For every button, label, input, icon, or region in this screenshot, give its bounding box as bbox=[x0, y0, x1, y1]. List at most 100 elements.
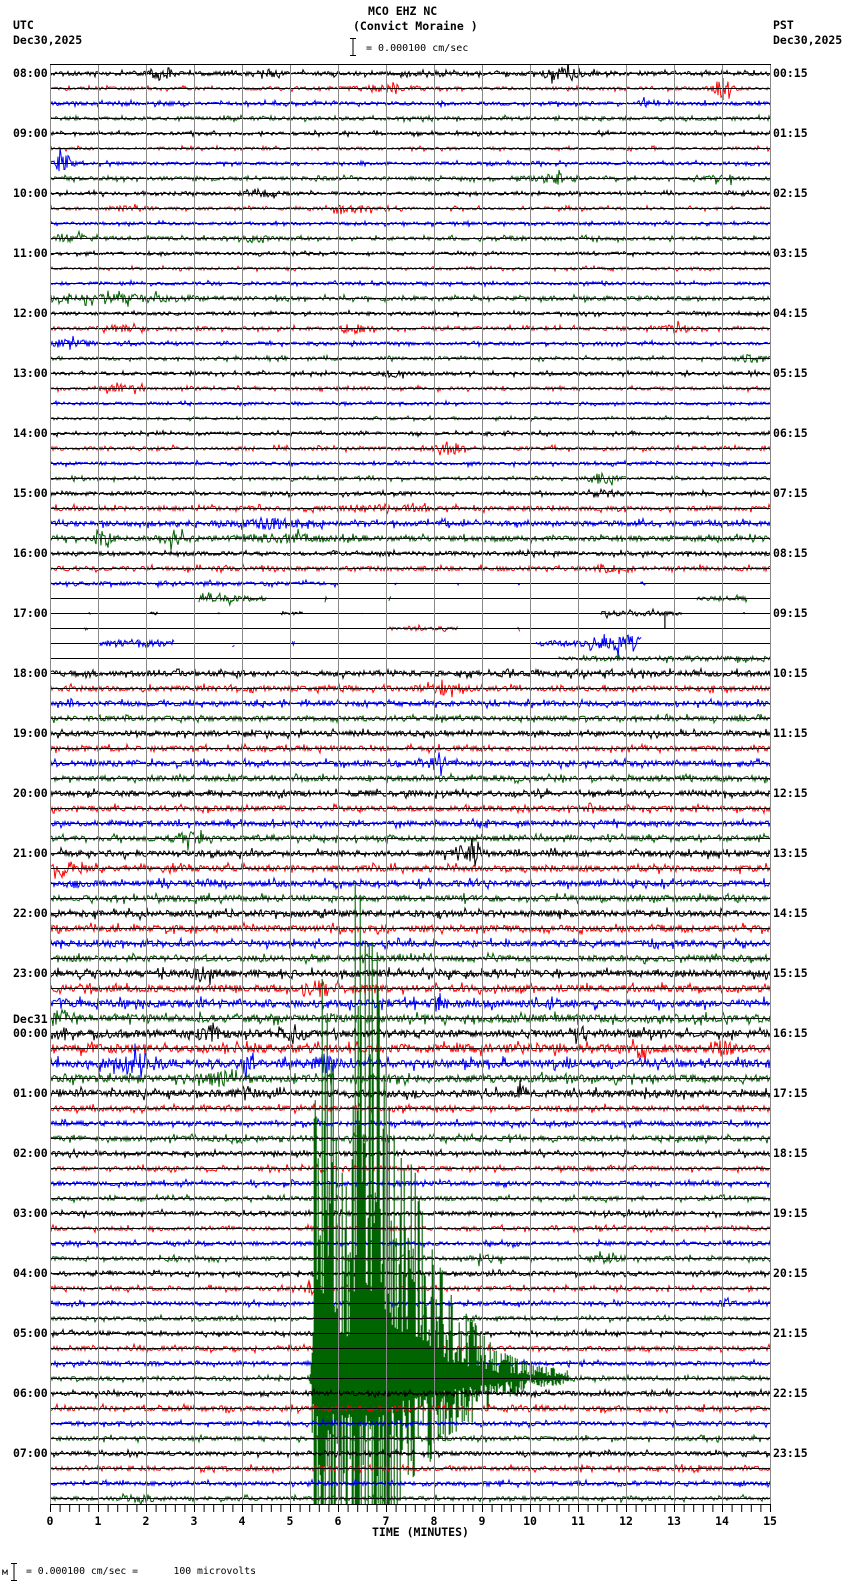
trace-row bbox=[50, 113, 770, 124]
trace-row bbox=[50, 169, 770, 186]
trace-row bbox=[50, 787, 770, 800]
hour-label-left: 13:00 bbox=[13, 366, 48, 380]
x-tick-label: 12 bbox=[619, 1514, 633, 1528]
hour-label-right: 15:15 bbox=[773, 966, 808, 980]
trace-row bbox=[50, 802, 770, 816]
hour-label-right: 14:15 bbox=[773, 906, 808, 920]
trace-row bbox=[50, 817, 770, 831]
x-tick-label: 5 bbox=[286, 1514, 294, 1528]
trace-row bbox=[50, 471, 770, 486]
x-tick-label: 13 bbox=[667, 1514, 681, 1528]
scale-bar-icon bbox=[350, 38, 356, 56]
hour-label-left: 10:00 bbox=[13, 186, 48, 200]
hour-label-right: 08:15 bbox=[773, 546, 808, 560]
hour-label-left: 03:00 bbox=[13, 1206, 48, 1220]
trace-row bbox=[50, 1433, 770, 1445]
hour-label-right: 00:15 bbox=[773, 66, 808, 80]
hour-label-left: 02:00 bbox=[13, 1146, 48, 1160]
trace-row bbox=[50, 203, 770, 215]
date-change-label: Dec31 bbox=[13, 1012, 48, 1026]
trace-row bbox=[50, 697, 770, 710]
hour-label-left: 19:00 bbox=[13, 726, 48, 740]
trace-row bbox=[50, 1387, 770, 1400]
hour-label-right: 04:15 bbox=[773, 306, 808, 320]
trace-row bbox=[50, 96, 770, 109]
trace-row bbox=[50, 320, 770, 336]
hour-label-left: 06:00 bbox=[13, 1386, 48, 1400]
x-tick-label: 7 bbox=[382, 1514, 390, 1528]
hour-label-right: 07:15 bbox=[773, 486, 808, 500]
trace-row bbox=[50, 441, 770, 456]
station-title: MCO EHZ NC bbox=[368, 4, 438, 18]
hour-label-left: 18:00 bbox=[13, 666, 48, 680]
station-name: (Convict Moraine ) bbox=[353, 19, 478, 33]
hour-label-left: 08:00 bbox=[13, 66, 48, 80]
hour-label-left: 01:00 bbox=[13, 1086, 48, 1100]
trace-row bbox=[50, 891, 770, 905]
hour-label-right: 16:15 bbox=[773, 1026, 808, 1040]
trace-row bbox=[50, 229, 770, 244]
hour-label-right: 01:15 bbox=[773, 126, 808, 140]
trace-row bbox=[50, 187, 770, 199]
scale-bar-icon bbox=[11, 1563, 17, 1581]
trace-row bbox=[50, 838, 770, 867]
trace-row bbox=[50, 81, 770, 99]
trace-row bbox=[50, 335, 770, 350]
hour-label-left: 17:00 bbox=[13, 606, 48, 620]
trace-row bbox=[50, 1007, 770, 1027]
trace-row bbox=[50, 1068, 770, 1087]
x-tick-label: 11 bbox=[571, 1514, 585, 1528]
hour-label-left: 11:00 bbox=[13, 246, 48, 260]
hour-label-left: 14:00 bbox=[13, 426, 48, 440]
x-tick-label: 10 bbox=[523, 1514, 537, 1528]
hour-label-right: 20:15 bbox=[773, 1266, 808, 1280]
trace-row bbox=[50, 1251, 770, 1267]
x-tick-label: 4 bbox=[238, 1514, 246, 1528]
hour-label-right: 21:15 bbox=[773, 1326, 808, 1340]
footer-scale-text: = 0.000100 cm/sec = 100 microvolts bbox=[26, 1566, 257, 1577]
trace-row bbox=[99, 634, 642, 659]
trace-row bbox=[50, 1043, 770, 1081]
hour-label-right: 13:15 bbox=[773, 846, 808, 860]
trace-row bbox=[50, 1492, 770, 1504]
hour-label-right: 02:15 bbox=[773, 186, 808, 200]
right-timezone: PST bbox=[773, 18, 794, 32]
hour-label-right: 10:15 bbox=[773, 666, 808, 680]
trace-row bbox=[50, 772, 770, 785]
trace-row bbox=[50, 147, 770, 172]
hour-label-left: 07:00 bbox=[13, 1446, 48, 1460]
trace-row bbox=[50, 1418, 770, 1429]
trace-row bbox=[50, 502, 770, 516]
trace-row bbox=[50, 1162, 770, 1175]
x-tick-label: 2 bbox=[142, 1514, 150, 1528]
hour-label-right: 17:15 bbox=[773, 1086, 808, 1100]
trace-row bbox=[198, 591, 748, 607]
trace-row bbox=[50, 1478, 770, 1489]
hour-label-left: 21:00 bbox=[13, 846, 48, 860]
x-tick-label: 14 bbox=[715, 1514, 729, 1528]
x-tick-label: 0 bbox=[46, 1514, 54, 1528]
trace-row bbox=[50, 528, 770, 551]
hour-label-right: 11:15 bbox=[773, 726, 808, 740]
trace-row bbox=[50, 966, 770, 985]
trace-baselines bbox=[50, 73, 770, 1499]
trace-row bbox=[50, 309, 770, 318]
hour-label-right: 19:15 bbox=[773, 1206, 808, 1220]
minute-gridlines bbox=[50, 64, 771, 1504]
right-date: Dec30,2025 bbox=[773, 33, 843, 47]
hour-label-right: 18:15 bbox=[773, 1146, 808, 1160]
hour-label-left: 00:00 bbox=[13, 1026, 48, 1040]
left-date: Dec30,2025 bbox=[13, 33, 83, 47]
hour-label-right: 05:15 bbox=[773, 366, 808, 380]
trace-row bbox=[50, 993, 770, 1012]
trace-row bbox=[50, 906, 770, 922]
trace-row bbox=[50, 487, 770, 499]
trace-row bbox=[50, 861, 770, 880]
trace-row bbox=[50, 936, 770, 951]
scale-text: = 0.000100 cm/sec bbox=[366, 43, 469, 54]
left-timezone: UTC bbox=[13, 18, 34, 32]
x-tick-label: 9 bbox=[478, 1514, 486, 1528]
hour-label-left: 15:00 bbox=[13, 486, 48, 500]
